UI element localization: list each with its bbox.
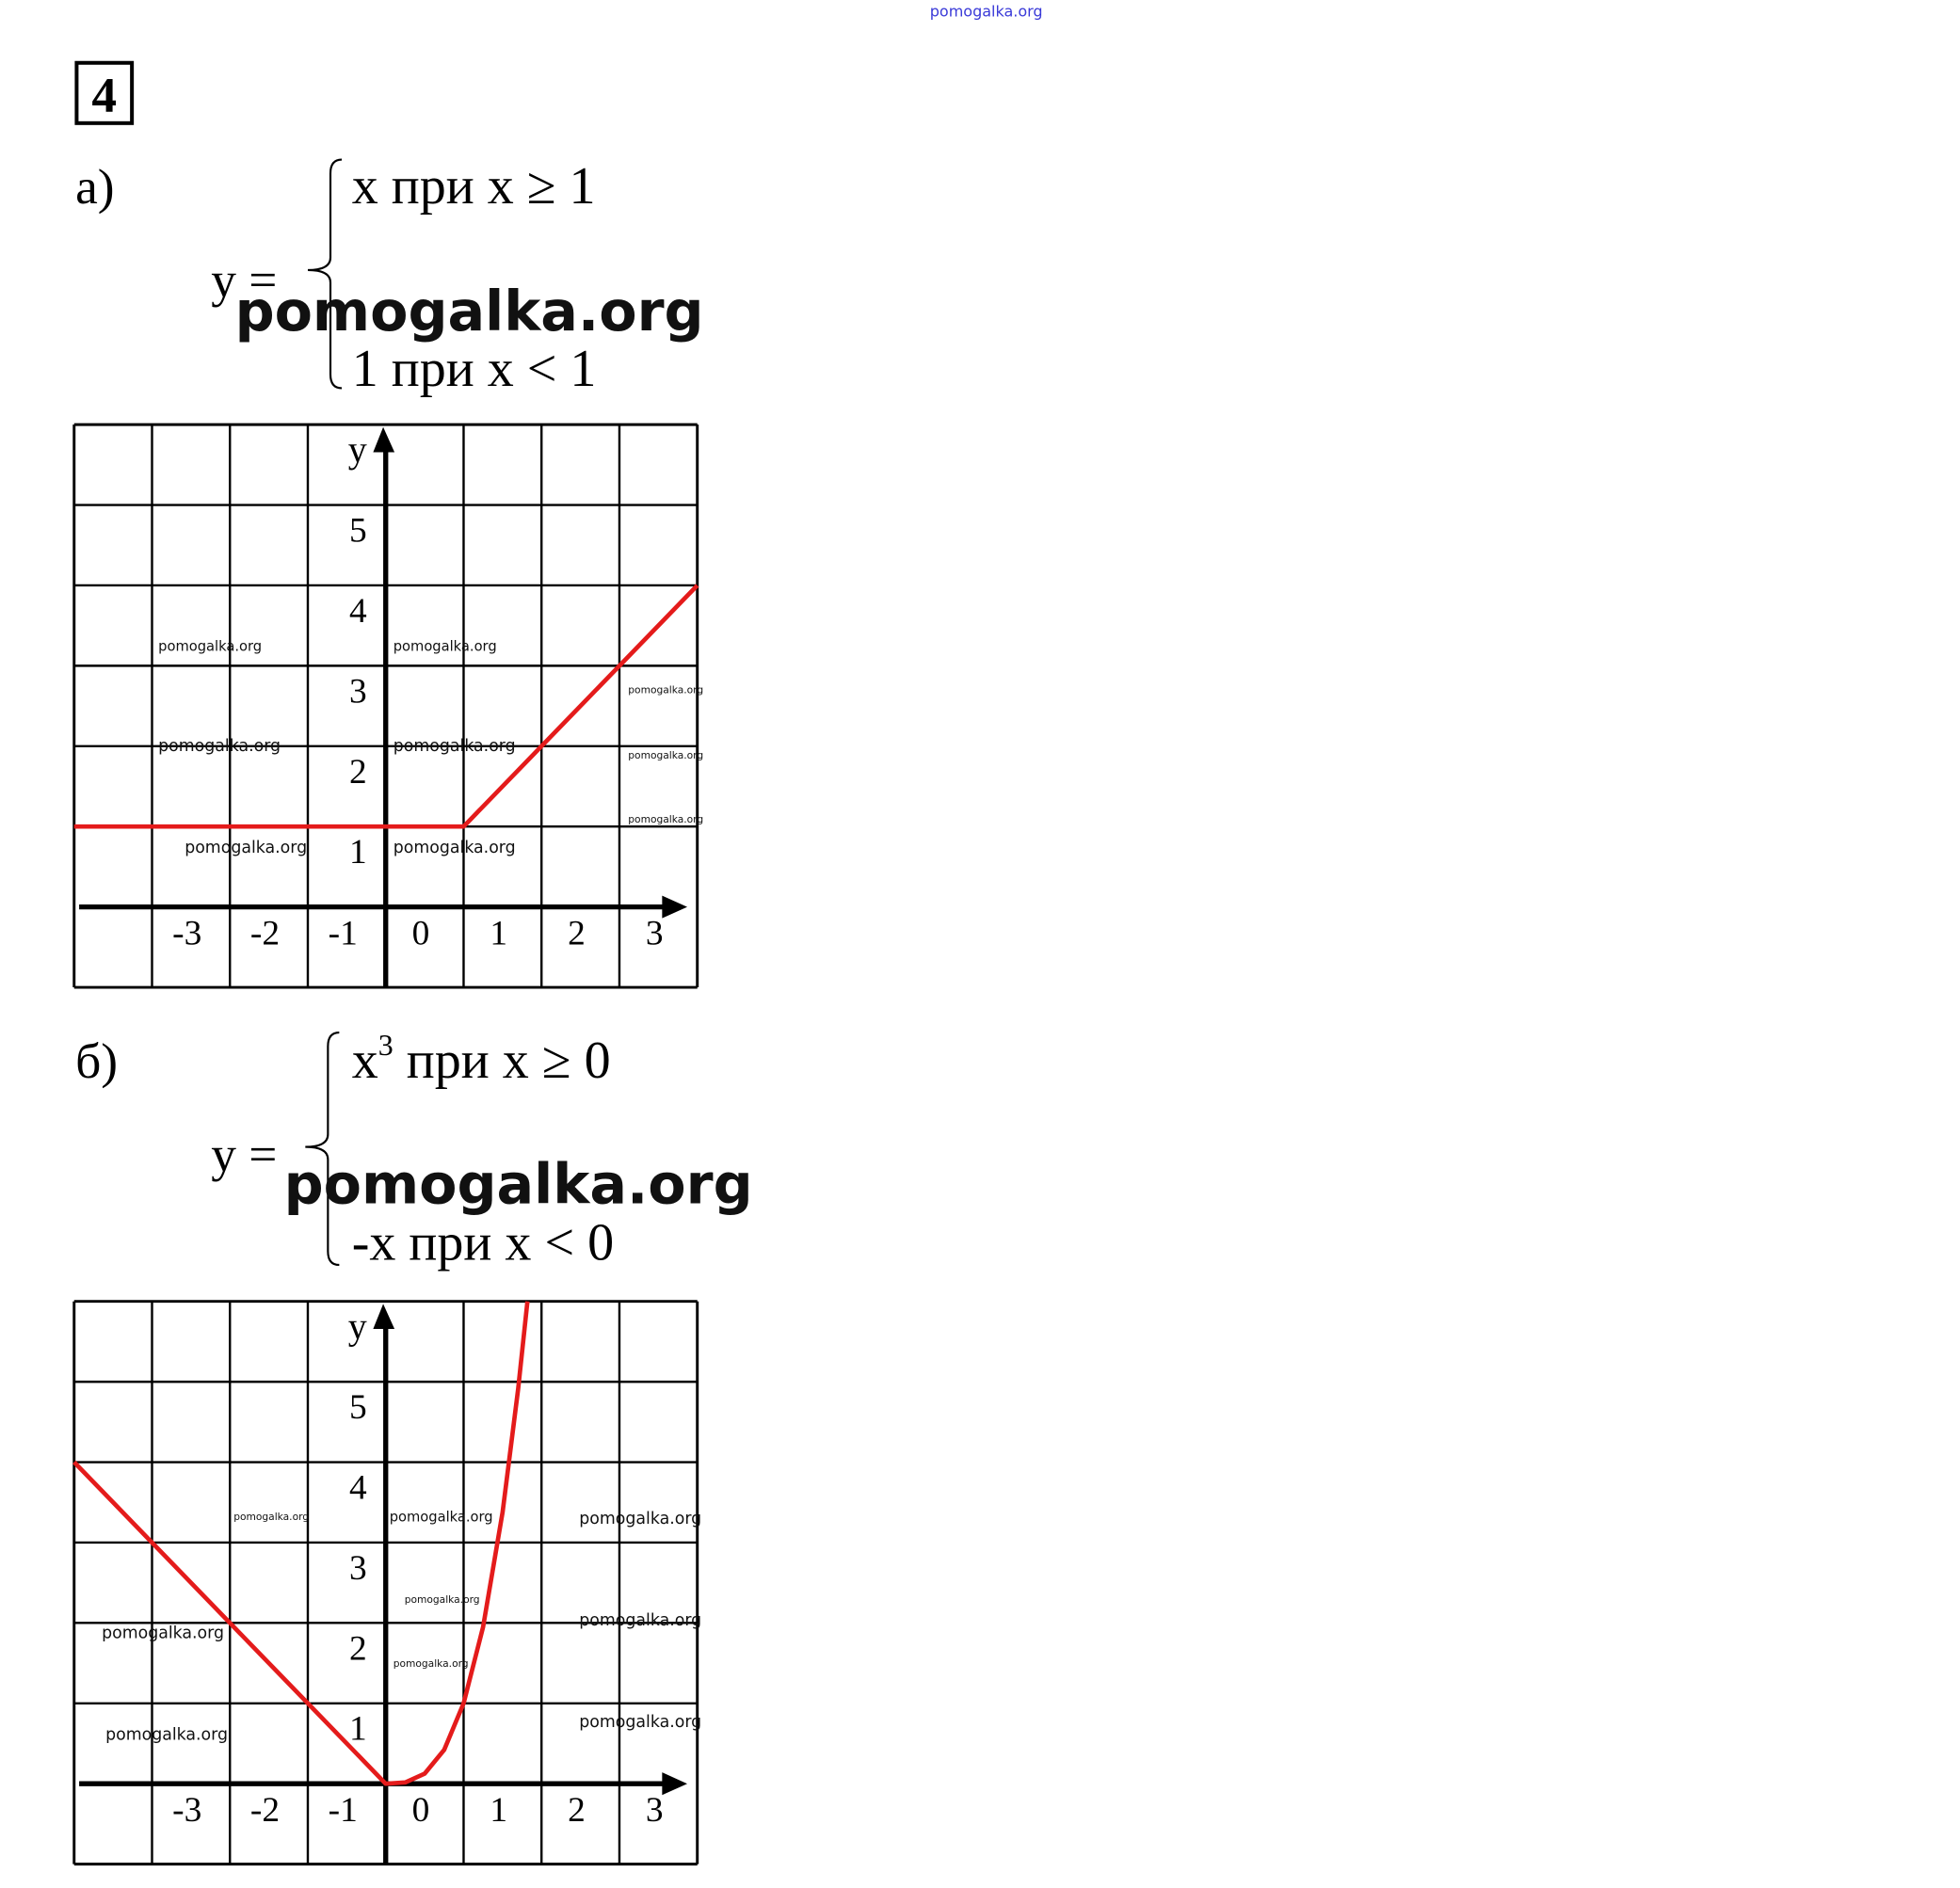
watermark: pomogalka.org [579,1510,701,1528]
formula-lhs-a: y = [211,251,277,308]
watermark: pomogalka.org [394,1657,469,1670]
y-tick-label: 1 [349,833,367,872]
y-axis-label: y [348,1305,367,1348]
watermark: pomogalka.org [394,638,497,654]
y-axis-arrow [373,1304,395,1330]
x-tick-label: -3 [172,915,201,953]
site-watermark-link[interactable]: pomogalka.org [930,2,1043,20]
y-tick-label: 5 [349,1388,367,1427]
watermark: pomogalka.org [579,1611,701,1630]
watermark: pomogalka.org [233,1511,309,1523]
x-tick-label: -3 [172,1791,201,1830]
watermark-large-a: pomogalka.org [235,279,704,344]
task-number: 4 [91,67,117,123]
y-tick-label: 4 [349,1468,367,1507]
case-2-b: -x при x < 0 [352,1214,614,1272]
x-axis-arrow [662,895,688,919]
watermark: pomogalka.org [390,1509,493,1525]
watermark: pomogalka.org [628,749,703,761]
part-label-a: а) [75,158,114,215]
formula-a: а) y = x при x ≥ 1 1 при x < 1 pomogalka… [75,157,703,398]
watermark: pomogalka.org [185,839,307,857]
watermark: pomogalka.org [394,839,516,857]
formula-lhs-b: y = [211,1126,277,1182]
watermark: pomogalka.org [158,638,262,654]
graph-a: y -3 -2 -1 0 1 2 3 1 2 3 4 5 pomogalka.org pomogalka.o… [72,423,703,989]
y-tick-label: 3 [349,1549,367,1588]
brace-b [305,1032,340,1267]
y-tick-label: 5 [349,512,367,551]
x-axis-arrow [662,1772,688,1796]
y-axis-arrow [373,426,395,453]
x-tick-label: 1 [490,915,507,953]
graph-b: y -3 -2 -1 0 1 2 3 1 2 3 4 5 pomogalka.org pomogalka.o… [72,1300,701,1866]
watermark: pomogalka.org [102,1624,224,1642]
x-tick-label: 0 [412,1791,430,1830]
y-tick-label: 1 [349,1710,367,1749]
x-tick-label: -2 [250,1791,280,1830]
x-tick-label: 3 [646,915,664,953]
x-tick-label: -2 [250,915,280,953]
watermark: pomogalka.org [405,1593,480,1606]
x-tick-label: 2 [568,1791,586,1830]
watermark: pomogalka.org [628,684,703,696]
x-tick-label: 0 [412,915,430,953]
brace-a [307,158,343,390]
x-tick-label: 1 [490,1791,507,1830]
case-1-a: x при x ≥ 1 [352,157,596,216]
watermark: pomogalka.org [394,737,516,756]
function-graph-line [73,584,699,829]
x-tick-label: 3 [646,1791,664,1830]
case-2-a: 1 при x < 1 [352,340,597,398]
watermark: pomogalka.org [579,1713,701,1732]
y-axis-label: y [348,428,367,471]
case-1-b: x3 при x ≥ 0 [352,1028,611,1090]
watermark: pomogalka.org [628,813,703,825]
y-tick-label: 2 [349,753,367,792]
watermark-large-b: pomogalka.org [284,1152,753,1217]
y-tick-label: 4 [349,592,367,631]
function-graph-line [72,1301,530,1786]
watermark: pomogalka.org [158,737,281,756]
y-tick-label: 3 [349,672,367,711]
y-tick-label: 2 [349,1629,367,1668]
x-tick-label: 2 [568,915,586,953]
task-number-box: 4 [74,60,135,125]
x-tick-label: -1 [329,915,358,953]
part-label-b: б) [75,1032,118,1089]
x-tick-label: -1 [329,1791,358,1830]
formula-b: б) y = x3 при x ≥ 0 -x при x < 0 pomogal… [75,1028,753,1272]
watermark: pomogalka.org [105,1725,228,1744]
